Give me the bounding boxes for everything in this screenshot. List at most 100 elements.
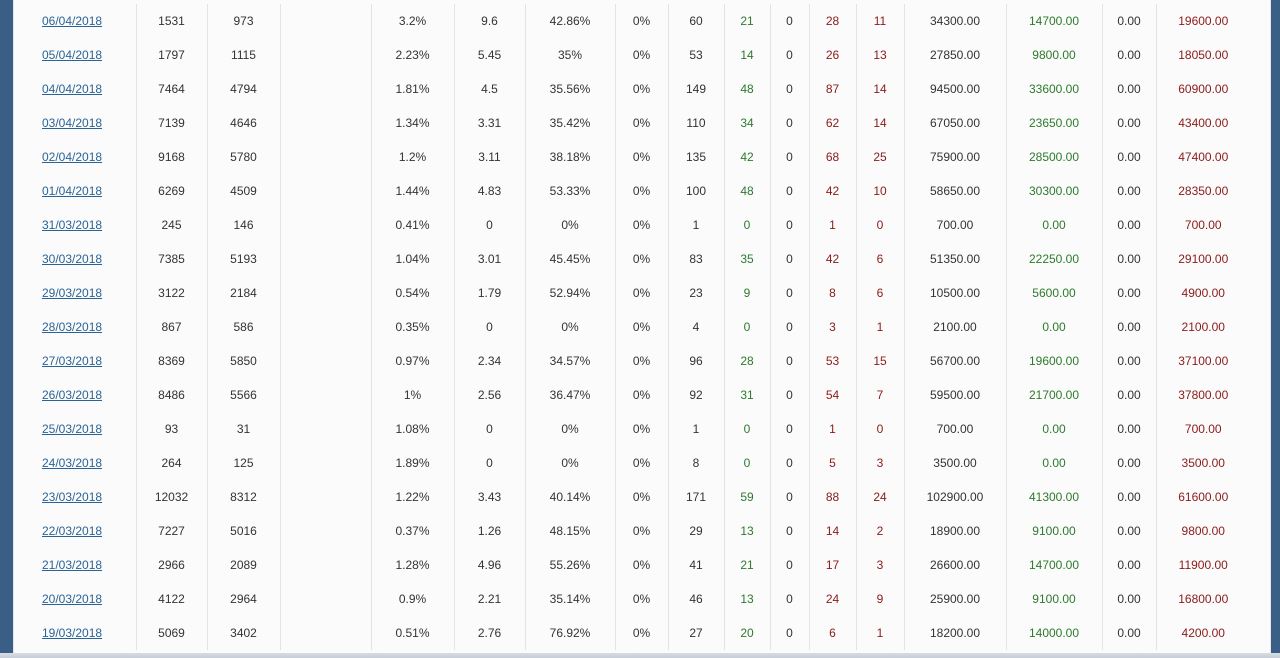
- table-cell-col-5: 2.76: [453, 616, 525, 650]
- table-cell-col-1: 5069: [135, 616, 207, 650]
- date-link[interactable]: 20/03/2018: [42, 592, 103, 606]
- table-cell-col-4: 1.44%: [370, 174, 454, 208]
- table-cell-col-1: 264: [135, 446, 207, 480]
- table-cell-col-2: 5850: [206, 344, 280, 378]
- table-cell-col-13: 56700.00: [903, 344, 1006, 378]
- table-cell-col-2: 3402: [206, 616, 280, 650]
- date-link[interactable]: 23/03/2018: [42, 490, 103, 504]
- table-cell-col-15: 0.00: [1101, 514, 1156, 548]
- table-cell-col-10: 0: [769, 72, 809, 106]
- date-link[interactable]: 05/04/2018: [42, 48, 103, 62]
- table-cell-col-11: 1: [808, 208, 856, 242]
- table-cell-col-6: 42.86%: [524, 4, 615, 38]
- table-cell-col-16: 37100.00: [1155, 344, 1250, 378]
- table-cell-col-5: 9.6: [453, 4, 525, 38]
- date-link[interactable]: 24/03/2018: [42, 456, 103, 470]
- table-cell-col-11: 42: [808, 174, 856, 208]
- daily-stats-table: 06/04/2018 1531 973 3.2% 9.6 42.86% 0% 60 21 0 28 1…: [35, 4, 1250, 650]
- table-cell-col-8: 83: [667, 242, 724, 276]
- date-link[interactable]: 27/03/2018: [42, 354, 103, 368]
- date-link[interactable]: 21/03/2018: [42, 558, 103, 572]
- table-cell-col-3: [279, 480, 371, 514]
- table-cell-col-2: 4646: [206, 106, 280, 140]
- date-link[interactable]: 19/03/2018: [42, 626, 103, 640]
- table-cell-col-9: 14: [723, 38, 770, 72]
- date-link[interactable]: 01/04/2018: [42, 184, 103, 198]
- table-cell-col-9: 21: [723, 548, 770, 582]
- table-cell-col-13: 59500.00: [903, 378, 1006, 412]
- table-cell-col-6: 55.26%: [524, 548, 615, 582]
- table-cell-col-6: 36.47%: [524, 378, 615, 412]
- table-cell-col-5: 3.11: [453, 140, 525, 174]
- table-cell-col-6: 76.92%: [524, 616, 615, 650]
- table-cell-col-8: 60: [667, 4, 724, 38]
- table-cell-col-11: 5: [808, 446, 856, 480]
- date-link[interactable]: 29/03/2018: [42, 286, 103, 300]
- table-cell-col-6: 45.45%: [524, 242, 615, 276]
- date-link[interactable]: 30/03/2018: [42, 252, 103, 266]
- table-cell-col-14: 9100.00: [1005, 582, 1102, 616]
- table-cell-col-15: 0.00: [1101, 310, 1156, 344]
- table-cell-col-4: 0.97%: [370, 344, 454, 378]
- table-cell-col-0: 01/04/2018: [35, 174, 136, 208]
- table-cell-col-16: 61600.00: [1155, 480, 1250, 514]
- table-cell-col-2: 2964: [206, 582, 280, 616]
- table-cell-col-16: 47400.00: [1155, 140, 1250, 174]
- date-link[interactable]: 02/04/2018: [42, 150, 103, 164]
- table-cell-col-11: 88: [808, 480, 856, 514]
- table-cell-col-10: 0: [769, 514, 809, 548]
- table-cell-col-1: 1797: [135, 38, 207, 72]
- table-cell-col-8: 92: [667, 378, 724, 412]
- table-cell-col-13: 2100.00: [903, 310, 1006, 344]
- table-cell-col-16: 9800.00: [1155, 514, 1250, 548]
- table-row: 28/03/2018 867 586 0.35% 0 0% 0% 4 0 0 3 1 2100.00 0.…: [35, 310, 1250, 344]
- table-cell-col-1: 7385: [135, 242, 207, 276]
- table-cell-col-7: 0%: [614, 4, 668, 38]
- table-cell-col-3: [279, 582, 371, 616]
- table-cell-col-8: 100: [667, 174, 724, 208]
- table-cell-col-15: 0.00: [1101, 174, 1156, 208]
- table-cell-col-3: [279, 446, 371, 480]
- table-cell-col-14: 5600.00: [1005, 276, 1102, 310]
- table-cell-col-0: 05/04/2018: [35, 38, 136, 72]
- table-cell-col-1: 93: [135, 412, 207, 446]
- date-link[interactable]: 31/03/2018: [42, 218, 103, 232]
- table-cell-col-10: 0: [769, 412, 809, 446]
- table-cell-col-14: 19600.00: [1005, 344, 1102, 378]
- date-link[interactable]: 25/03/2018: [42, 422, 103, 436]
- table-cell-col-11: 6: [808, 616, 856, 650]
- table-cell-col-1: 245: [135, 208, 207, 242]
- table-cell-col-3: [279, 378, 371, 412]
- date-link[interactable]: 22/03/2018: [42, 524, 103, 538]
- table-cell-col-6: 34.57%: [524, 344, 615, 378]
- table-cell-col-13: 94500.00: [903, 72, 1006, 106]
- date-link[interactable]: 28/03/2018: [42, 320, 103, 334]
- table-cell-col-9: 21: [723, 4, 770, 38]
- table-cell-col-10: 0: [769, 344, 809, 378]
- table-cell-col-5: 4.83: [453, 174, 525, 208]
- table-cell-col-9: 13: [723, 514, 770, 548]
- table-cell-col-7: 0%: [614, 72, 668, 106]
- table-cell-col-9: 28: [723, 344, 770, 378]
- table-cell-col-9: 13: [723, 582, 770, 616]
- table-cell-col-3: [279, 208, 371, 242]
- table-cell-col-8: 41: [667, 548, 724, 582]
- table-cell-col-2: 2184: [206, 276, 280, 310]
- table-cell-col-11: 26: [808, 38, 856, 72]
- date-link[interactable]: 03/04/2018: [42, 116, 103, 130]
- date-link[interactable]: 06/04/2018: [42, 14, 103, 28]
- table-row: 26/03/2018 8486 5566 1% 2.56 36.47% 0% 92 31 0 54 7…: [35, 378, 1250, 412]
- table-cell-col-4: 1.34%: [370, 106, 454, 140]
- table-cell-col-0: 27/03/2018: [35, 344, 136, 378]
- date-link[interactable]: 04/04/2018: [42, 82, 103, 96]
- table-row: 20/03/2018 4122 2964 0.9% 2.21 35.14% 0% 46 13 0 2…: [35, 582, 1250, 616]
- table-cell-col-6: 53.33%: [524, 174, 615, 208]
- table-cell-col-4: 0.35%: [370, 310, 454, 344]
- table-cell-col-4: 0.54%: [370, 276, 454, 310]
- table-cell-col-3: [279, 616, 371, 650]
- table-cell-col-12: 25: [855, 140, 904, 174]
- table-cell-col-11: 28: [808, 4, 856, 38]
- date-link[interactable]: 26/03/2018: [42, 388, 103, 402]
- table-cell-col-1: 12032: [135, 480, 207, 514]
- table-cell-col-0: 21/03/2018: [35, 548, 136, 582]
